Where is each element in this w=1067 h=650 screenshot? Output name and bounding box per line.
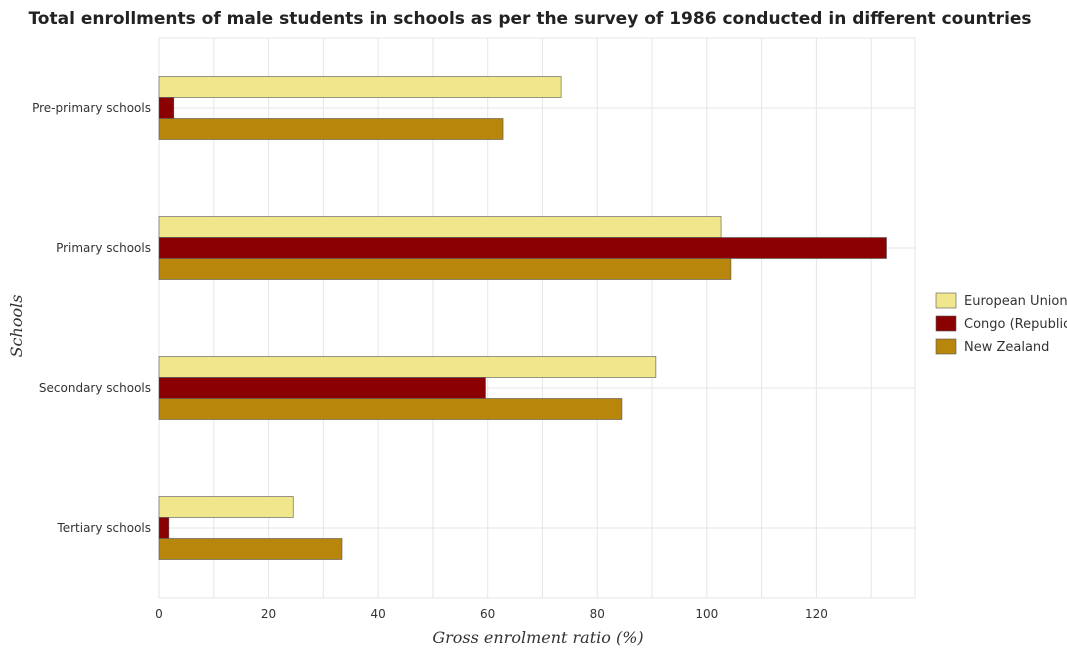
y-axis-label: Schools [7,295,26,358]
y-tick-label: Pre-primary schools [32,101,151,115]
bar-new-zealand-2 [158,398,623,420]
bar-european-union-3 [158,496,294,518]
x-tick-label: 40 [370,607,385,621]
legend: European Union Congo (Republic) New Zealan… [935,292,1067,355]
y-tick-label: Primary schools [56,241,151,255]
bar-new-zealand-1 [158,258,732,280]
bar-congo-republic--2 [158,377,486,399]
legend-swatch [935,292,957,309]
x-tick-label: 100 [695,607,718,621]
bar-european-union-1 [158,216,722,238]
bar-congo-republic--0 [158,97,175,119]
plot-frame [158,37,916,599]
bar-new-zealand-0 [158,118,504,140]
legend-label: Congo (Republic) [964,317,1067,332]
y-tick-label: Tertiary schools [56,521,151,535]
bar-european-union-2 [158,356,657,378]
x-axis-label: Gross enrolment ratio (%) [432,628,643,647]
x-tick-label: 20 [261,607,276,621]
x-tick-label: 60 [480,607,495,621]
chart-title: Total enrollments of male students in sc… [28,9,1031,29]
x-tick-label: 80 [590,607,605,621]
bar-congo-republic--3 [158,517,170,539]
bar-new-zealand-3 [158,538,343,560]
legend-swatch [935,315,957,332]
bars [158,76,887,560]
bar-european-union-0 [158,76,562,98]
legend-label: New Zealand [964,340,1049,355]
x-tick-label: 120 [805,607,828,621]
axes: 0 20 40 60 80 100 120 Pre-primary schools Primar… [32,101,828,621]
x-tick-label: 0 [155,607,163,621]
legend-label: European Union [964,294,1067,309]
y-tick-label: Secondary schools [39,381,151,395]
legend-swatch [935,338,957,355]
bar-congo-republic--1 [158,237,887,259]
